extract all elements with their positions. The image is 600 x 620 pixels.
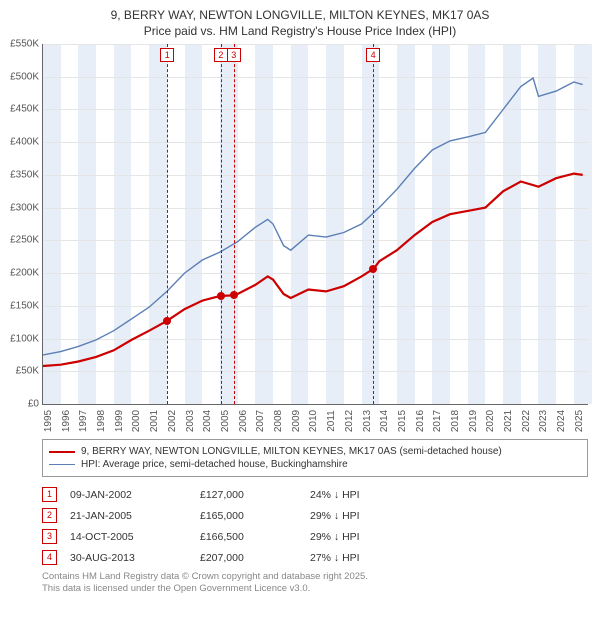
x-tick-label: 2006 — [238, 410, 249, 432]
sales-diff: 29% ↓ HPI — [310, 510, 430, 522]
x-tick-label: 2014 — [379, 410, 390, 432]
series-price_paid — [43, 174, 583, 366]
y-tick-label: £200K — [1, 268, 39, 279]
sales-idx-box: 4 — [42, 550, 57, 565]
x-tick-label: 2008 — [273, 410, 284, 432]
legend: 9, BERRY WAY, NEWTON LONGVILLE, MILTON K… — [42, 439, 588, 477]
sale-marker-box: 1 — [160, 48, 174, 62]
legend-item: HPI: Average price, semi-detached house,… — [49, 459, 581, 470]
footer-line: This data is licensed under the Open Gov… — [42, 583, 588, 595]
sales-idx-box: 3 — [42, 529, 57, 544]
x-tick-label: 2012 — [344, 410, 355, 432]
y-tick-label: £500K — [1, 71, 39, 82]
legend-label: 9, BERRY WAY, NEWTON LONGVILLE, MILTON K… — [81, 446, 502, 457]
sale-marker-line — [234, 44, 235, 404]
x-tick-label: 2018 — [450, 410, 461, 432]
y-tick-label: £50K — [1, 366, 39, 377]
sales-row: 3 14-OCT-2005£166,50029% ↓ HPI — [42, 529, 588, 544]
chart-title: 9, BERRY WAY, NEWTON LONGVILLE, MILTON K… — [0, 8, 600, 22]
x-tick-label: 2015 — [397, 410, 408, 432]
x-tick-label: 1995 — [43, 410, 54, 432]
y-tick-label: £450K — [1, 104, 39, 115]
x-tick-label: 2020 — [485, 410, 496, 432]
sale-marker-box: 3 — [227, 48, 241, 62]
sales-price: £127,000 — [200, 489, 310, 501]
x-tick-label: 2004 — [202, 410, 213, 432]
sales-date: 09-JAN-2002 — [70, 489, 200, 501]
sales-row: 2 21-JAN-2005£165,00029% ↓ HPI — [42, 508, 588, 523]
y-tick-label: £100K — [1, 333, 39, 344]
x-tick-label: 2011 — [326, 410, 337, 432]
sales-idx-box: 2 — [42, 508, 57, 523]
series-hpi — [43, 78, 583, 355]
x-tick-label: 2022 — [521, 410, 532, 432]
x-tick-label: 2010 — [308, 410, 319, 432]
y-tick-label: £0 — [1, 399, 39, 410]
x-tick-label: 2007 — [255, 410, 266, 432]
legend-swatch — [49, 451, 75, 453]
x-tick-label: 2025 — [574, 410, 585, 432]
sale-marker-dot — [369, 265, 377, 273]
sale-marker-box: 2 — [214, 48, 228, 62]
sale-marker-line — [221, 44, 222, 404]
x-tick-label: 2021 — [503, 410, 514, 432]
legend-item: 9, BERRY WAY, NEWTON LONGVILLE, MILTON K… — [49, 446, 581, 457]
x-tick-label: 1997 — [78, 410, 89, 432]
x-tick-label: 2017 — [432, 410, 443, 432]
x-tick-label: 2016 — [415, 410, 426, 432]
x-tick-label: 2003 — [185, 410, 196, 432]
y-tick-label: £150K — [1, 300, 39, 311]
sales-diff: 27% ↓ HPI — [310, 552, 430, 564]
y-tick-label: £400K — [1, 137, 39, 148]
chart-subtitle: Price paid vs. HM Land Registry's House … — [0, 24, 600, 38]
footer-line: Contains HM Land Registry data © Crown c… — [42, 571, 588, 583]
sale-marker-box: 4 — [366, 48, 380, 62]
chart-lines-svg — [43, 44, 588, 404]
x-tick-label: 2002 — [167, 410, 178, 432]
chart-plot-area: £0£50K£100K£150K£200K£250K£300K£350K£400… — [42, 44, 588, 405]
sale-marker-dot — [230, 291, 238, 299]
sales-table: 1 09-JAN-2002£127,00024% ↓ HPI 2 21-JAN-200… — [42, 487, 588, 565]
x-tick-label: 2009 — [291, 410, 302, 432]
sales-price: £165,000 — [200, 510, 310, 522]
sales-date: 21-JAN-2005 — [70, 510, 200, 522]
legend-swatch — [49, 464, 75, 465]
y-tick-label: £300K — [1, 202, 39, 213]
sale-marker-line — [373, 44, 374, 404]
x-tick-label: 1998 — [96, 410, 107, 432]
sale-marker-dot — [163, 317, 171, 325]
x-tick-label: 2024 — [556, 410, 567, 432]
legend-label: HPI: Average price, semi-detached house,… — [81, 459, 348, 470]
x-tick-label: 2001 — [149, 410, 160, 432]
sales-row: 4 30-AUG-2013£207,00027% ↓ HPI — [42, 550, 588, 565]
sale-marker-dot — [217, 292, 225, 300]
x-tick-label: 1996 — [61, 410, 72, 432]
footer: Contains HM Land Registry data © Crown c… — [42, 571, 588, 596]
sales-date: 14-OCT-2005 — [70, 531, 200, 543]
x-tick-label: 2000 — [131, 410, 142, 432]
sales-price: £207,000 — [200, 552, 310, 564]
sales-date: 30-AUG-2013 — [70, 552, 200, 564]
x-tick-label: 2013 — [362, 410, 373, 432]
y-tick-label: £350K — [1, 169, 39, 180]
x-tick-label: 2023 — [538, 410, 549, 432]
sales-diff: 24% ↓ HPI — [310, 489, 430, 501]
sales-price: £166,500 — [200, 531, 310, 543]
sale-marker-line — [167, 44, 168, 404]
x-tick-label: 2005 — [220, 410, 231, 432]
y-tick-label: £250K — [1, 235, 39, 246]
sales-diff: 29% ↓ HPI — [310, 531, 430, 543]
x-tick-label: 2019 — [468, 410, 479, 432]
y-tick-label: £550K — [1, 39, 39, 50]
sales-row: 1 09-JAN-2002£127,00024% ↓ HPI — [42, 487, 588, 502]
sales-idx-box: 1 — [42, 487, 57, 502]
x-tick-label: 1999 — [114, 410, 125, 432]
chart-container: 9, BERRY WAY, NEWTON LONGVILLE, MILTON K… — [0, 8, 600, 596]
